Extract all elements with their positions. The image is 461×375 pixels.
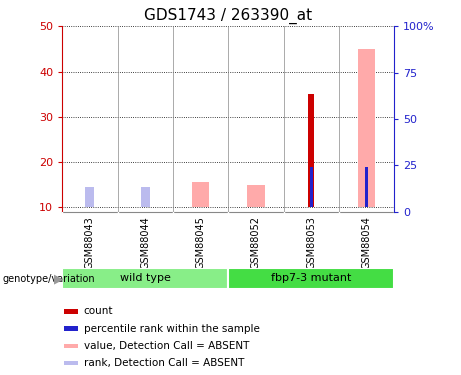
Text: ▶: ▶ <box>54 272 64 285</box>
Title: GDS1743 / 263390_at: GDS1743 / 263390_at <box>144 7 312 24</box>
Bar <box>358 49 375 207</box>
Text: GSM88053: GSM88053 <box>306 216 316 269</box>
Bar <box>64 309 78 314</box>
Bar <box>308 94 314 207</box>
Text: GSM88052: GSM88052 <box>251 216 261 269</box>
Bar <box>85 187 95 207</box>
Text: GSM88045: GSM88045 <box>195 216 206 269</box>
FancyBboxPatch shape <box>62 268 228 289</box>
Text: GSM88044: GSM88044 <box>140 216 150 269</box>
Bar <box>247 185 265 207</box>
Text: GSM88054: GSM88054 <box>361 216 372 269</box>
Text: rank, Detection Call = ABSENT: rank, Detection Call = ABSENT <box>84 358 244 368</box>
FancyBboxPatch shape <box>228 268 394 289</box>
Text: count: count <box>84 306 113 316</box>
Text: fbp7-3 mutant: fbp7-3 mutant <box>271 273 351 284</box>
Text: percentile rank within the sample: percentile rank within the sample <box>84 324 260 333</box>
Bar <box>64 361 78 365</box>
Text: wild type: wild type <box>120 273 171 284</box>
Bar <box>365 166 368 207</box>
Bar <box>64 326 78 331</box>
Bar <box>192 183 209 207</box>
Bar <box>309 166 313 207</box>
Text: GSM88043: GSM88043 <box>85 216 95 269</box>
Text: genotype/variation: genotype/variation <box>2 274 95 284</box>
Bar <box>141 187 150 207</box>
Text: value, Detection Call = ABSENT: value, Detection Call = ABSENT <box>84 341 249 351</box>
Bar <box>64 344 78 348</box>
